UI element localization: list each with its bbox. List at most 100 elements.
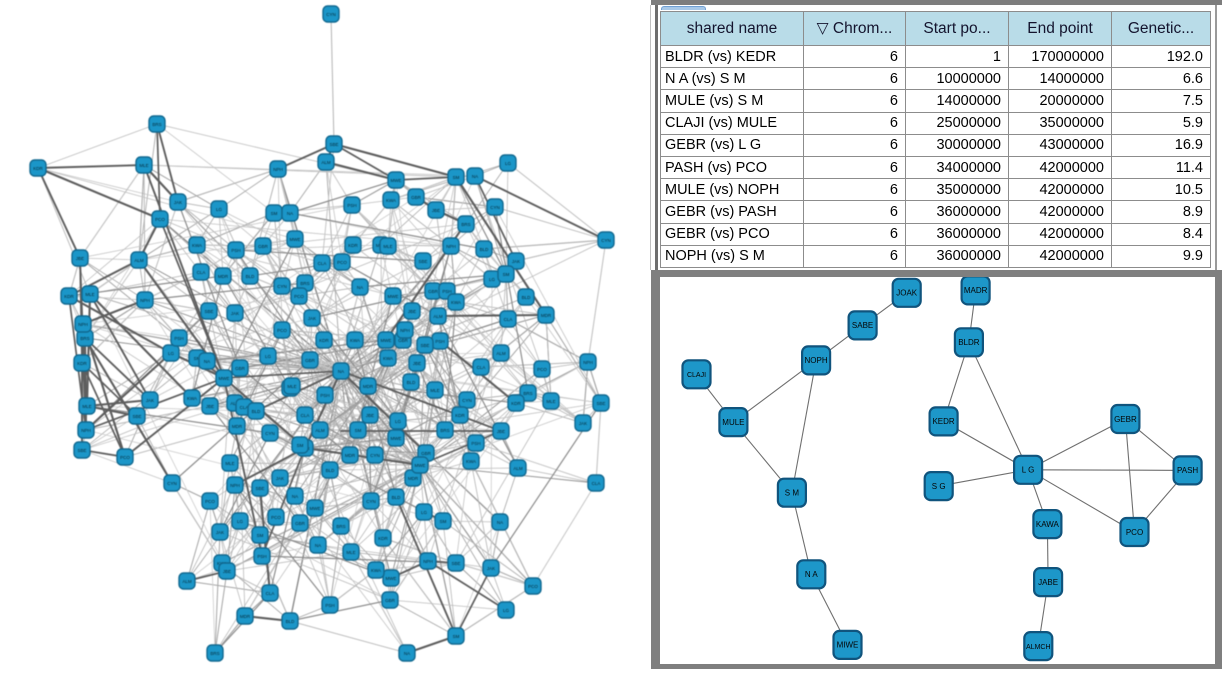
svg-text:KWA: KWA	[192, 243, 202, 248]
svg-text:JBE: JBE	[497, 429, 505, 434]
svg-text:KWA: KWA	[451, 300, 461, 305]
svg-text:ALM: ALM	[513, 466, 523, 471]
svg-text:JBE: JBE	[206, 404, 214, 409]
svg-text:S G: S G	[932, 482, 946, 491]
svg-text:BRS: BRS	[336, 524, 345, 529]
svg-text:JBE: JBE	[413, 361, 421, 366]
svg-text:N A: N A	[805, 570, 819, 579]
svg-text:LG: LG	[168, 351, 175, 356]
svg-text:ALM: ALM	[182, 579, 192, 584]
svg-text:BRS: BRS	[523, 391, 532, 396]
svg-text:BRS: BRS	[152, 122, 161, 127]
svg-text:PCO: PCO	[155, 217, 165, 222]
svg-text:MLE: MLE	[383, 244, 392, 249]
svg-text:NPH: NPH	[446, 244, 456, 249]
svg-text:MWE: MWE	[386, 576, 397, 581]
svg-text:MLE: MLE	[139, 163, 148, 168]
svg-text:NA: NA	[292, 494, 298, 499]
svg-text:PCO: PCO	[205, 499, 215, 504]
svg-text:NA: NA	[287, 211, 293, 216]
svg-text:JAK: JAK	[174, 200, 182, 205]
svg-text:NPH: NPH	[583, 360, 593, 365]
svg-text:BLD: BLD	[407, 380, 417, 385]
svg-text:LG: LG	[395, 419, 402, 424]
svg-text:NPH: NPH	[400, 328, 410, 333]
svg-text:SBE: SBE	[451, 561, 460, 566]
svg-text:SBE: SBE	[132, 414, 141, 419]
svg-text:SM: SM	[271, 211, 278, 216]
svg-text:GBR: GBR	[258, 244, 269, 249]
svg-text:PCO: PCO	[120, 455, 130, 460]
svg-text:ALM: ALM	[496, 351, 506, 356]
svg-text:MDR: MDR	[240, 614, 251, 619]
svg-text:MDR: MDR	[363, 384, 374, 389]
svg-text:MLE: MLE	[430, 388, 439, 393]
svg-text:KWA: KWA	[466, 459, 476, 464]
svg-text:MLE: MLE	[225, 461, 234, 466]
svg-text:NPH: NPH	[230, 483, 240, 488]
svg-text:SM: SM	[194, 356, 201, 361]
svg-text:NA: NA	[204, 359, 210, 364]
svg-text:MDR: MDR	[541, 313, 552, 318]
svg-text:MWE: MWE	[310, 506, 321, 511]
svg-text:MWE: MWE	[391, 436, 402, 441]
svg-text:SABE: SABE	[852, 321, 873, 330]
svg-text:NPH: NPH	[423, 559, 433, 564]
svg-text:LG: LG	[237, 519, 244, 524]
svg-text:PSH: PSH	[320, 393, 329, 398]
svg-text:ALM: ALM	[315, 428, 325, 433]
svg-text:JAK: JAK	[276, 476, 284, 481]
svg-text:KDR: KDR	[77, 361, 87, 366]
svg-text:KDR: KDR	[319, 338, 329, 343]
svg-text:LG: LG	[505, 161, 512, 166]
svg-text:ALM: ALM	[230, 401, 240, 406]
svg-text:JAK: JAK	[487, 566, 495, 571]
svg-text:CYN: CYN	[601, 238, 611, 243]
svg-text:MDR: MDR	[345, 453, 356, 458]
svg-text:SBE: SBE	[329, 142, 338, 147]
svg-text:PSH: PSH	[442, 289, 451, 294]
svg-text:MIWE: MIWE	[837, 641, 859, 650]
svg-text:KDR: KDR	[33, 166, 43, 171]
svg-text:CYN: CYN	[366, 499, 376, 504]
svg-text:BRS: BRS	[80, 336, 89, 341]
svg-text:MLE: MLE	[85, 292, 94, 297]
svg-text:NA: NA	[338, 369, 344, 374]
svg-text:BLD: BLD	[252, 409, 262, 414]
svg-text:GBR: GBR	[428, 289, 439, 294]
svg-text:BRS: BRS	[210, 651, 219, 656]
svg-text:PCO: PCO	[271, 515, 281, 520]
svg-text:KWA: KWA	[187, 396, 197, 401]
svg-text:KDR: KDR	[378, 536, 388, 541]
svg-text:JBE: JBE	[366, 413, 374, 418]
svg-text:MLE: MLE	[287, 384, 296, 389]
svg-text:KDR: KDR	[455, 413, 465, 418]
svg-text:CLA: CLA	[504, 317, 513, 322]
svg-text:BLD: BLD	[326, 468, 336, 473]
svg-text:GBR: GBR	[295, 521, 306, 526]
svg-text:NA: NA	[357, 285, 363, 290]
svg-text:SM: SM	[297, 443, 304, 448]
svg-text:CYN: CYN	[277, 284, 287, 289]
svg-text:PCO: PCO	[1126, 528, 1143, 537]
svg-text:KEDR: KEDR	[932, 417, 954, 426]
svg-text:SBE: SBE	[418, 259, 427, 264]
svg-text:CLAJI: CLAJI	[687, 372, 706, 379]
svg-text:CYN: CYN	[167, 481, 177, 486]
svg-text:JAK: JAK	[579, 421, 587, 426]
svg-text:CYN: CYN	[490, 205, 500, 210]
svg-text:MWE: MWE	[381, 338, 392, 343]
svg-text:PASH: PASH	[1177, 466, 1198, 475]
svg-text:MWE: MWE	[391, 178, 402, 183]
svg-text:BLD: BLD	[286, 619, 296, 624]
svg-text:JOAK: JOAK	[896, 289, 918, 298]
svg-text:PSH: PSH	[347, 203, 356, 208]
svg-text:CYN: CYN	[326, 12, 336, 17]
svg-text:S M: S M	[785, 489, 800, 498]
svg-text:BRS: BRS	[461, 222, 470, 227]
svg-text:MLE: MLE	[546, 399, 555, 404]
svg-text:CLA: CLA	[592, 481, 601, 486]
svg-text:MULE: MULE	[722, 418, 744, 427]
svg-text:MLE: MLE	[346, 550, 355, 555]
svg-text:PCO: PCO	[294, 294, 304, 299]
